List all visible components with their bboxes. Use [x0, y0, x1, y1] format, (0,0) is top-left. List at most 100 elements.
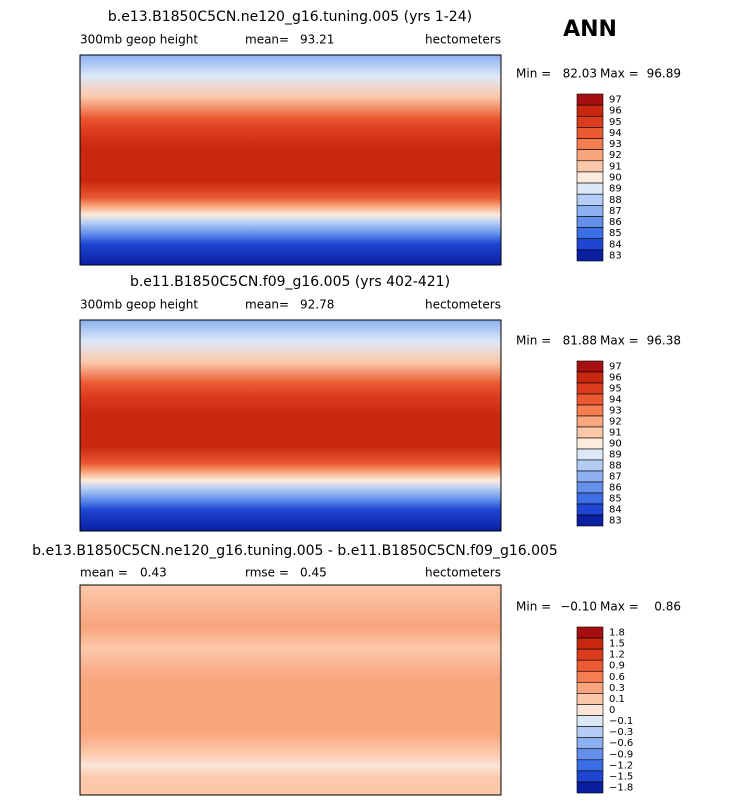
- colorbar-label: 1.5: [609, 639, 625, 650]
- colorbar-label: 0: [609, 705, 615, 716]
- colorbar-box: [576, 182, 604, 195]
- colorbar-box: [576, 93, 604, 106]
- colorbar-label: −0.1: [609, 716, 633, 727]
- max-value: 96.89: [647, 67, 681, 81]
- colorbar-box: [576, 481, 604, 494]
- rmse-label: rmse =: [245, 566, 289, 580]
- colorbar-box: [576, 626, 604, 639]
- mean-value: 92.78: [300, 298, 334, 312]
- max-value: 0.86: [654, 600, 681, 614]
- colorbar-label: 84: [609, 505, 622, 516]
- panel-title: b.e13.B1850C5CN.ne120_g16.tuning.005 - b…: [32, 543, 558, 559]
- colorbar-label: 89: [609, 450, 622, 461]
- colorbar-label: 1.8: [609, 628, 625, 639]
- colorbar-label: −0.6: [609, 738, 633, 749]
- colorbar-box: [576, 104, 604, 117]
- colorbar-box: [576, 227, 604, 240]
- colorbar-label: 87: [609, 472, 622, 483]
- map-field: [79, 54, 502, 266]
- colorbar-box: [576, 648, 604, 661]
- colorbar-box: [576, 781, 604, 794]
- colorbar-box: [576, 637, 604, 650]
- mean-value: 0.43: [140, 566, 167, 580]
- colorbar-box: [576, 748, 604, 761]
- colorbar-label: 93: [609, 406, 622, 417]
- colorbar-box: [576, 682, 604, 694]
- colorbar-box: [576, 459, 604, 472]
- max-label: Max =: [600, 67, 639, 81]
- colorbar-label: 90: [609, 173, 622, 184]
- colorbar-box: [576, 693, 604, 705]
- min-label: Min =: [516, 67, 551, 81]
- colorbar-box: [576, 503, 604, 516]
- mean-label: mean =: [80, 566, 128, 580]
- colorbar-box: [576, 770, 604, 783]
- colorbar-label: −0.9: [609, 749, 633, 760]
- colorbar-box: [576, 382, 604, 395]
- colorbar-label: 88: [609, 195, 622, 206]
- colorbar-label: 91: [609, 161, 622, 172]
- colorbar-label: 83: [609, 250, 622, 261]
- min-value: 81.88: [563, 334, 597, 348]
- colorbar-box: [576, 193, 604, 206]
- colorbar-box: [576, 205, 604, 217]
- colorbar-box: [576, 238, 604, 251]
- variable-label: 300mb geop height: [80, 298, 198, 312]
- units-label: hectometers: [425, 566, 501, 580]
- colorbar-box: [576, 249, 604, 262]
- panel-title: b.e13.B1850C5CN.ne120_g16.tuning.005 (yr…: [108, 9, 472, 25]
- max-label: Max =: [600, 600, 639, 614]
- colorbar-box: [576, 448, 604, 461]
- season-label: ANN: [563, 17, 617, 42]
- colorbar-label: 96: [609, 373, 622, 384]
- colorbar-box: [576, 371, 604, 384]
- colorbar-box: [576, 426, 604, 439]
- colorbar-label: 94: [609, 395, 622, 406]
- colorbar-label: 0.3: [609, 683, 625, 694]
- colorbar-label: 89: [609, 184, 622, 195]
- colorbar-box: [576, 127, 604, 139]
- colorbar-box: [576, 737, 604, 750]
- colorbar-box: [576, 514, 604, 527]
- colorbar-label: 91: [609, 428, 622, 439]
- colorbar-label: 86: [609, 217, 622, 228]
- colorbar-label: 83: [609, 516, 622, 527]
- min-label: Min =: [516, 334, 551, 348]
- colorbar-box: [576, 393, 604, 406]
- map-field: [79, 584, 502, 796]
- min-value: −0.10: [560, 600, 597, 614]
- colorbar-box: [576, 492, 604, 505]
- colorbar-label: 0.1: [609, 694, 625, 705]
- units-label: hectometers: [425, 298, 501, 312]
- colorbar-label: 96: [609, 106, 622, 117]
- colorbar-label: 94: [609, 128, 622, 139]
- colorbar-label: 84: [609, 239, 622, 250]
- colorbar-box: [576, 149, 604, 162]
- colorbar-box: [576, 216, 604, 228]
- colorbar-label: 93: [609, 139, 622, 150]
- colorbar-label: 92: [609, 150, 622, 161]
- rmse-value: 0.45: [300, 566, 327, 580]
- colorbar-box: [576, 726, 604, 738]
- variable-label: 300mb geop height: [80, 33, 198, 47]
- colorbar-label: 97: [609, 95, 622, 106]
- colorbar-box: [576, 759, 604, 772]
- colorbar-box: [576, 415, 604, 428]
- colorbar-label: −0.3: [609, 727, 633, 738]
- mean-value: 93.21: [300, 33, 334, 47]
- colorbar-box: [576, 470, 604, 483]
- colorbar-label: 86: [609, 483, 622, 494]
- mean-label: mean=: [245, 298, 289, 312]
- colorbar-label: 95: [609, 117, 622, 128]
- colorbar-box: [576, 715, 604, 727]
- min-value: 82.03: [563, 67, 597, 81]
- colorbar-label: 85: [609, 228, 622, 239]
- colorbar-label: 0.6: [609, 672, 625, 683]
- colorbar-label: −1.5: [609, 771, 633, 782]
- colorbar-box: [576, 138, 604, 150]
- colorbar-box: [576, 670, 604, 683]
- colorbar-label: 1.2: [609, 650, 625, 661]
- colorbar-label: −1.8: [609, 782, 633, 793]
- max-value: 96.38: [647, 334, 681, 348]
